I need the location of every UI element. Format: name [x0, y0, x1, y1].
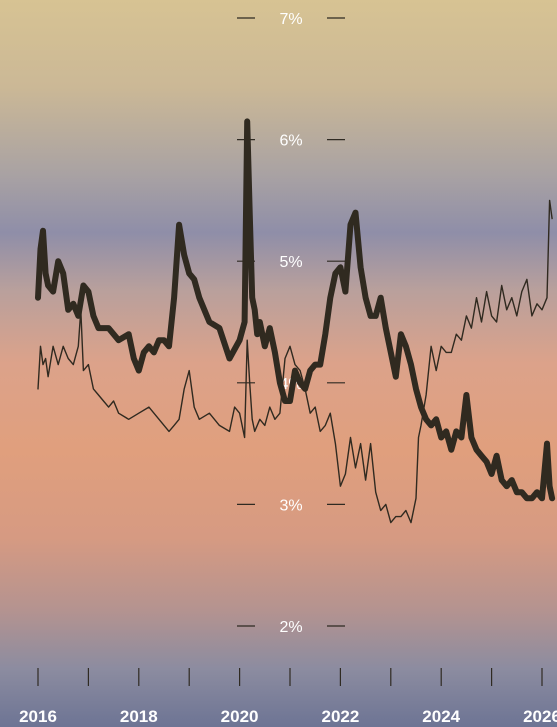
- x-tick-label: 2020: [221, 707, 259, 726]
- y-tick-label: 2%: [279, 619, 302, 636]
- x-tick-label: 2024: [422, 707, 460, 726]
- y-tick-label: 3%: [279, 497, 302, 514]
- x-tick-label: 2026: [523, 707, 557, 726]
- series-layer: [35, 118, 556, 524]
- x-tick-label: 2018: [120, 707, 158, 726]
- x-axis: 2016 2018 2020 2022 2024 2026: [19, 668, 557, 726]
- y-tick-label: 5%: [279, 254, 302, 271]
- series-line-thin: [37, 199, 553, 524]
- x-tick-label: 2016: [19, 707, 57, 726]
- series-line-thick: [35, 118, 556, 502]
- x-tick-label: 2022: [321, 707, 359, 726]
- y-tick-label: 7%: [279, 11, 302, 28]
- y-tick-label: 6%: [279, 133, 302, 150]
